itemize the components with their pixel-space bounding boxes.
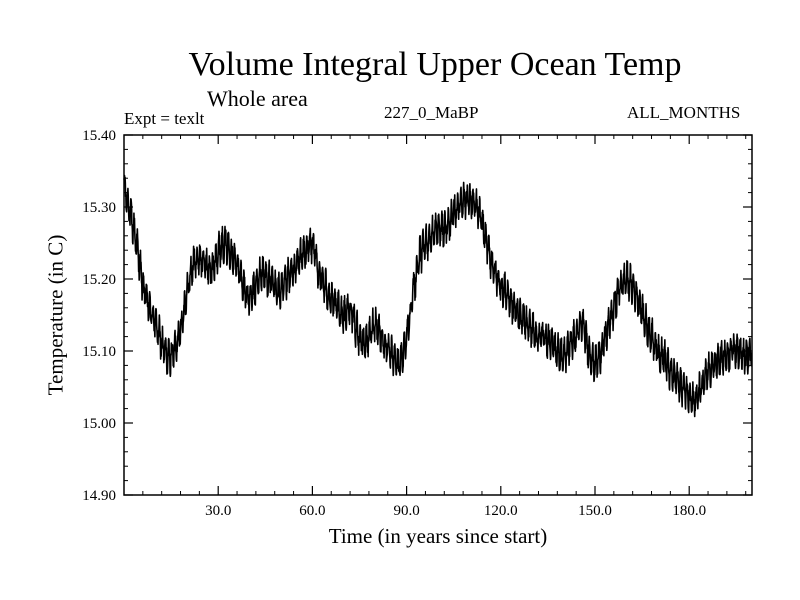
series-layer: [123, 174, 753, 418]
x-tick-label: 180.0: [672, 503, 706, 519]
axis-ticks: 30.0 60.0 90.0 120.0 150.0 180.0 14.90 15.00 15.…: [82, 128, 752, 519]
plot-frame: [123, 134, 753, 496]
chart-subtitle: Whole area: [207, 86, 308, 111]
x-tick-label: 60.0: [299, 503, 325, 519]
y-tick-label: 15.30: [82, 200, 116, 216]
y-axis-label: Temperature (in C): [43, 234, 68, 396]
y-tick-label: 14.90: [82, 488, 116, 504]
x-tick-label: 150.0: [578, 503, 612, 519]
x-tick-label: 90.0: [393, 503, 419, 519]
chart-title: Volume Integral Upper Ocean Temp: [188, 46, 682, 83]
run-label: 227_0_MaBP: [384, 103, 479, 122]
y-tick-label: 15.40: [82, 128, 116, 144]
months-label: ALL_MONTHS: [627, 103, 741, 122]
y-axis-label-container: Temperature (in C): [36, 135, 76, 495]
x-tick-label: 120.0: [484, 503, 518, 519]
x-tick-label: 30.0: [205, 503, 231, 519]
y-tick-label: 15.10: [82, 344, 116, 360]
experiment-label: Expt = texlt: [124, 109, 205, 128]
series-line: [123, 174, 753, 418]
x-axis-label: Time (in years since start): [328, 524, 548, 548]
y-tick-label: 15.20: [82, 272, 116, 288]
y-tick-label: 15.00: [82, 416, 116, 432]
